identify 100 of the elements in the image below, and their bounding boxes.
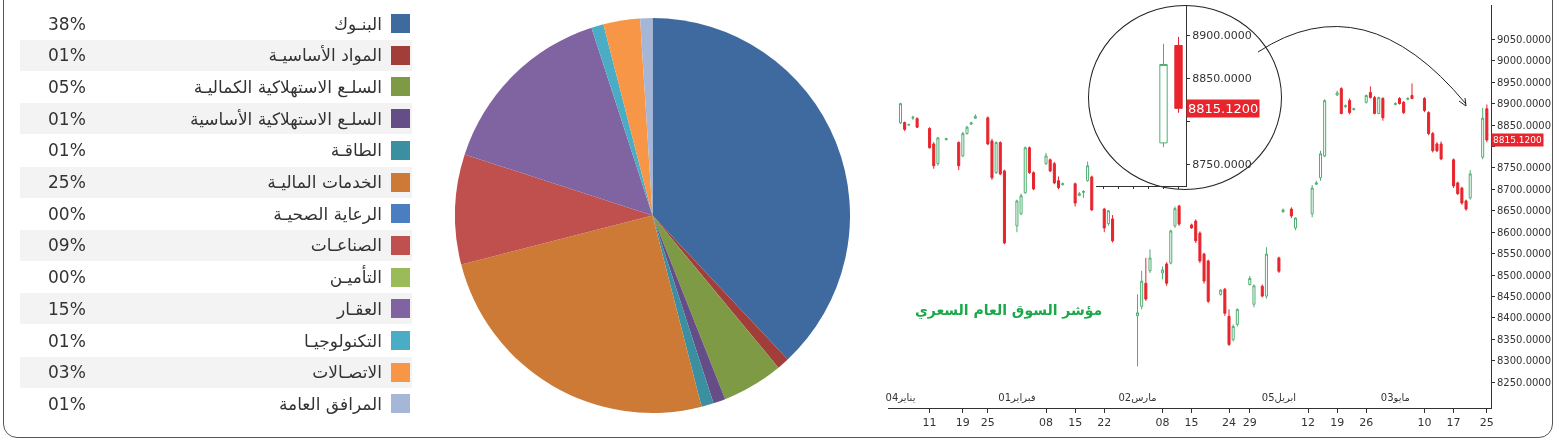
data-label: 01%: [48, 393, 86, 414]
y-tick-label: 8950.0000: [1497, 76, 1552, 88]
text: 00%: [48, 267, 86, 288]
y-tick-label: 8300.0000: [1497, 355, 1552, 367]
y-tick-label: 8400.0000: [1497, 312, 1552, 324]
candlestick: [1439, 140, 1443, 161]
data-label: 01%: [48, 330, 86, 351]
candlestick: [1343, 103, 1347, 109]
candlestick: [1248, 275, 1252, 286]
candlestick: [1485, 103, 1489, 143]
x-tick-label: 24: [1222, 416, 1237, 430]
y-tick-label: 8600.0000: [1497, 226, 1552, 238]
candlestick: [1277, 256, 1281, 274]
legend-label: الاتصـالات: [312, 362, 382, 383]
candlestick: [1081, 189, 1085, 199]
candlestick: [1077, 191, 1081, 197]
x-tick-label: 25: [980, 416, 995, 430]
x-tick-label: 17: [1446, 416, 1461, 430]
candlestick: [903, 121, 907, 132]
y-tick-label: 9000.0000: [1497, 55, 1552, 67]
candlestick: [915, 116, 919, 129]
legend-label: التكنولوجيـا: [303, 330, 382, 351]
candlestick: [1144, 257, 1148, 302]
candlestick: [1339, 86, 1343, 115]
legend-label: التأميـن: [329, 267, 382, 288]
candlestick: [1169, 229, 1173, 265]
x-tick-label: 15: [1184, 416, 1199, 430]
candlestick: [1314, 180, 1318, 186]
candlestick: [936, 136, 940, 167]
x-tick-label: 08: [1039, 416, 1054, 430]
data-label: 05%: [48, 76, 86, 97]
candlestick: [1406, 96, 1410, 101]
candlestick: [1264, 246, 1268, 300]
candlestick: [969, 121, 973, 126]
x-tick-label: 08: [1155, 416, 1170, 430]
candlestick: [1377, 96, 1381, 115]
y-tick-label: 8650.0000: [1497, 205, 1552, 217]
annotation: 8815.1200: [1188, 101, 1259, 116]
pie-slice: [464, 27, 653, 216]
y-tick-label: 8750.0000: [1192, 158, 1252, 172]
text: 00%: [48, 203, 86, 224]
candlestick: [1402, 100, 1406, 115]
legend-label: الصناعـات: [310, 235, 382, 256]
candlestick: [1260, 284, 1264, 298]
candlestick: [1136, 293, 1140, 367]
y-tick-label: 8750.0000: [1497, 162, 1552, 174]
text: 8815.1200: [1493, 135, 1542, 145]
legend-label: الخدمات الماليـة: [267, 172, 382, 192]
legend-label: السلـع الاستهلاكية الأساسية: [190, 108, 382, 129]
y-tick-label: 8850.0000: [1192, 72, 1252, 86]
y-tick-label: 8250.0000: [1497, 376, 1552, 388]
legend-label: السلـع الاستهلاكية الكماليـة: [193, 76, 382, 97]
y-tick-label: 8550.0000: [1497, 248, 1552, 260]
candlestick: [1023, 145, 1027, 195]
legend-label: العقـار: [336, 298, 382, 319]
candlestick: [973, 113, 977, 120]
candlestick: [1294, 216, 1298, 231]
candlestick: [1106, 209, 1110, 227]
y-tick-label: 8450.0000: [1497, 291, 1552, 303]
pie-slice: [461, 215, 702, 413]
candlestick: [1235, 308, 1239, 328]
candlestick: [898, 102, 902, 125]
x2-tick-label: 05ابريل: [1261, 391, 1296, 403]
x-tick-label: 10: [1417, 416, 1432, 430]
data-label: 03%: [48, 362, 86, 383]
candlestick: [1177, 204, 1181, 227]
y-tick-label: 8500.0000: [1497, 269, 1552, 281]
candlestick: [1231, 323, 1235, 343]
candlestick: [1364, 94, 1368, 105]
y-tick-label: 8700.0000: [1497, 183, 1552, 195]
candlestick: [1310, 184, 1314, 218]
candlestick: [1090, 175, 1094, 212]
legend-label: الطاقـة: [330, 140, 382, 161]
text: مؤشر السوق العام السعري: [914, 301, 1103, 320]
candlestick: [1044, 152, 1048, 166]
x-tick-label: 29: [1242, 416, 1257, 430]
data-label: 15%: [48, 298, 86, 319]
candlestick: [1219, 288, 1223, 297]
legend-label: البنـوك: [334, 13, 382, 34]
candlestick: [1422, 96, 1426, 113]
pie-slice: [455, 154, 653, 265]
x2-tick-label: 04يناير: [885, 391, 916, 403]
y-tick-label: 8900.0000: [1497, 98, 1552, 110]
x2-tick-label: 01فبراير: [998, 391, 1036, 403]
pie-slice: [640, 18, 653, 216]
data-label: 01%: [48, 45, 86, 66]
data-label: 25%: [48, 172, 86, 192]
candlestick: [1102, 207, 1106, 233]
candlestick: [1381, 96, 1385, 122]
legend-label: الرعاية الصحيـة: [273, 203, 382, 224]
candlestick: [1165, 261, 1169, 287]
data-label: 09%: [48, 235, 86, 256]
candlestick: [1061, 181, 1065, 186]
x2-tick-label: 02مارس: [1118, 391, 1157, 403]
candlestick: [1073, 181, 1077, 207]
candlestick: [957, 140, 961, 171]
candlestick: [1468, 169, 1472, 201]
data-label: 38%: [48, 13, 86, 34]
candlestick: [1348, 97, 1352, 115]
candlestick: [1481, 107, 1485, 160]
